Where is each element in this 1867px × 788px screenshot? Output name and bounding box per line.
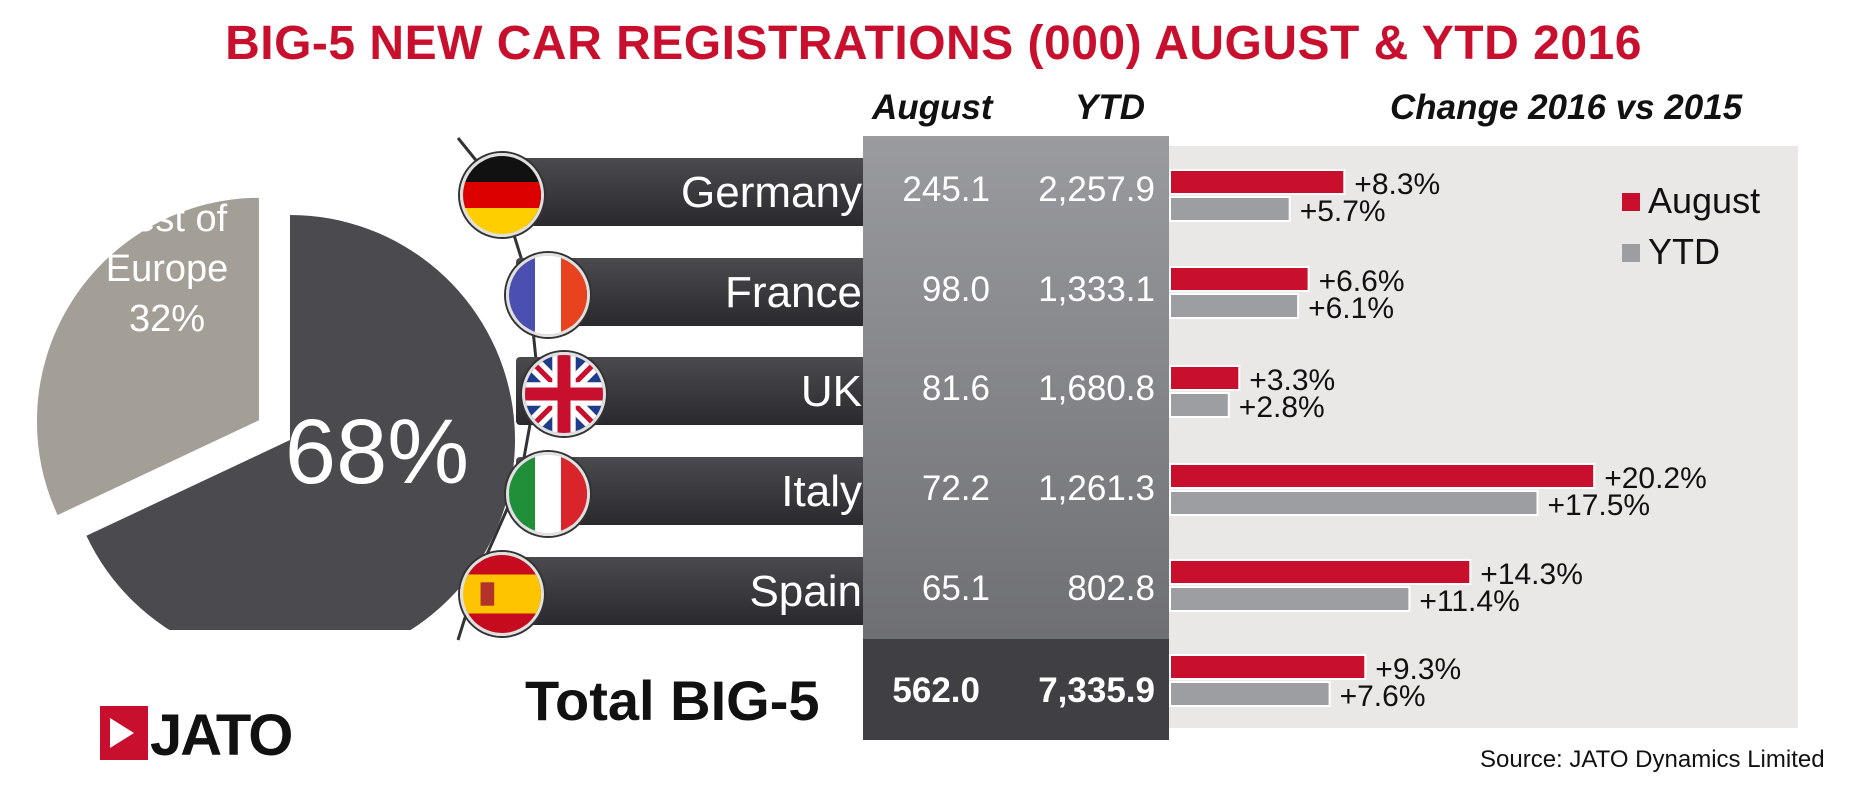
august-value-uk: 81.6 (921, 369, 990, 408)
values-table-total-row (863, 639, 1169, 740)
bar-august-spain (1169, 559, 1472, 585)
august-value-italy: 72.2 (921, 469, 990, 508)
bar-label-august-uk: +3.3% (1249, 364, 1335, 397)
bar-label-august-total-big-5: +9.3% (1375, 653, 1461, 686)
bar-label-ytd-total-big-5: +7.6% (1340, 680, 1426, 713)
pie-rest-label: Rest of Europe 32% (72, 194, 262, 344)
pie-chart (33, 194, 515, 630)
bar-ytd-uk (1169, 392, 1230, 418)
bar-label-ytd-germany: +5.7% (1300, 195, 1386, 228)
bar-label-ytd-france: +6.1% (1308, 292, 1394, 325)
bar-august-germany (1169, 169, 1346, 195)
august-value-germany: 245.1 (902, 170, 990, 209)
header-ytd: YTD (1075, 88, 1145, 127)
pie-slice-big5 (86, 215, 515, 630)
legend-swatch-ytd (1622, 244, 1640, 262)
chart-title: BIG-5 NEW CAR REGISTRATIONS (000) AUGUST… (225, 17, 1642, 70)
pie-slice-rest-of-europe (33, 194, 262, 520)
header-change: Change 2016 vs 2015 (1390, 88, 1743, 127)
country-label-germany: Germany (681, 168, 862, 217)
ytd-value-italy: 1,261.3 (1038, 469, 1155, 508)
bar-ytd-germany (1169, 196, 1291, 222)
bar-label-august-spain: +14.3% (1480, 558, 1583, 591)
bar-label-august-france: +6.6% (1319, 265, 1405, 298)
ytd-value-france: 1,333.1 (1038, 270, 1155, 309)
row-band-spain: Spain (516, 557, 870, 625)
spain-flag-icon (460, 552, 544, 636)
bar-august-italy (1169, 463, 1596, 489)
pie-big5-label: 68% (284, 401, 470, 503)
jato-logo-icon (100, 706, 148, 760)
source-note: Source: JATO Dynamics Limited (1480, 746, 1825, 773)
country-label-france: France (725, 268, 862, 317)
august-value-total: 562.0 (892, 671, 980, 710)
bar-august-total-big-5 (1169, 654, 1367, 680)
bar-label-august-italy: +20.2% (1604, 462, 1707, 495)
ytd-value-germany: 2,257.9 (1038, 170, 1155, 209)
bar-label-ytd-italy: +17.5% (1548, 489, 1651, 522)
country-label-uk: UK (800, 367, 862, 416)
pie-rest-line-2: Europe (105, 248, 229, 290)
pie-rest-line-1: Rest of (106, 198, 228, 240)
legend-swatch-august (1622, 193, 1640, 211)
bar-august-france (1169, 266, 1310, 292)
bar-ytd-france (1169, 293, 1300, 319)
ytd-value-total: 7,335.9 (1038, 671, 1155, 710)
bar-label-august-germany: +8.3% (1354, 168, 1440, 201)
august-value-spain: 65.1 (921, 569, 990, 608)
bar-label-ytd-uk: +2.8% (1239, 391, 1325, 424)
country-label-italy: Italy (781, 467, 862, 516)
ytd-value-uk: 1,680.8 (1038, 369, 1155, 408)
header-august: August (872, 88, 993, 127)
uk-flag-icon (522, 352, 606, 436)
august-value-france: 98.0 (921, 270, 990, 309)
row-band-germany: Germany (516, 158, 870, 226)
bar-ytd-total-big-5 (1169, 681, 1331, 707)
legend-label-august: August (1648, 180, 1761, 221)
bar-august-uk (1169, 365, 1241, 391)
change-chart-background (1168, 146, 1798, 728)
legend-label-ytd: YTD (1648, 231, 1720, 272)
pie-rest-line-3: 32% (128, 298, 206, 340)
ytd-value-spain: 802.8 (1067, 569, 1155, 608)
total-label: Total BIG-5 (525, 669, 820, 732)
bar-label-ytd-spain: +11.4% (1419, 585, 1519, 618)
country-label-spain: Spain (749, 567, 862, 616)
bar-ytd-italy (1169, 490, 1539, 516)
jato-logo-text: JATO (150, 703, 293, 768)
bar-ytd-spain (1169, 586, 1411, 612)
